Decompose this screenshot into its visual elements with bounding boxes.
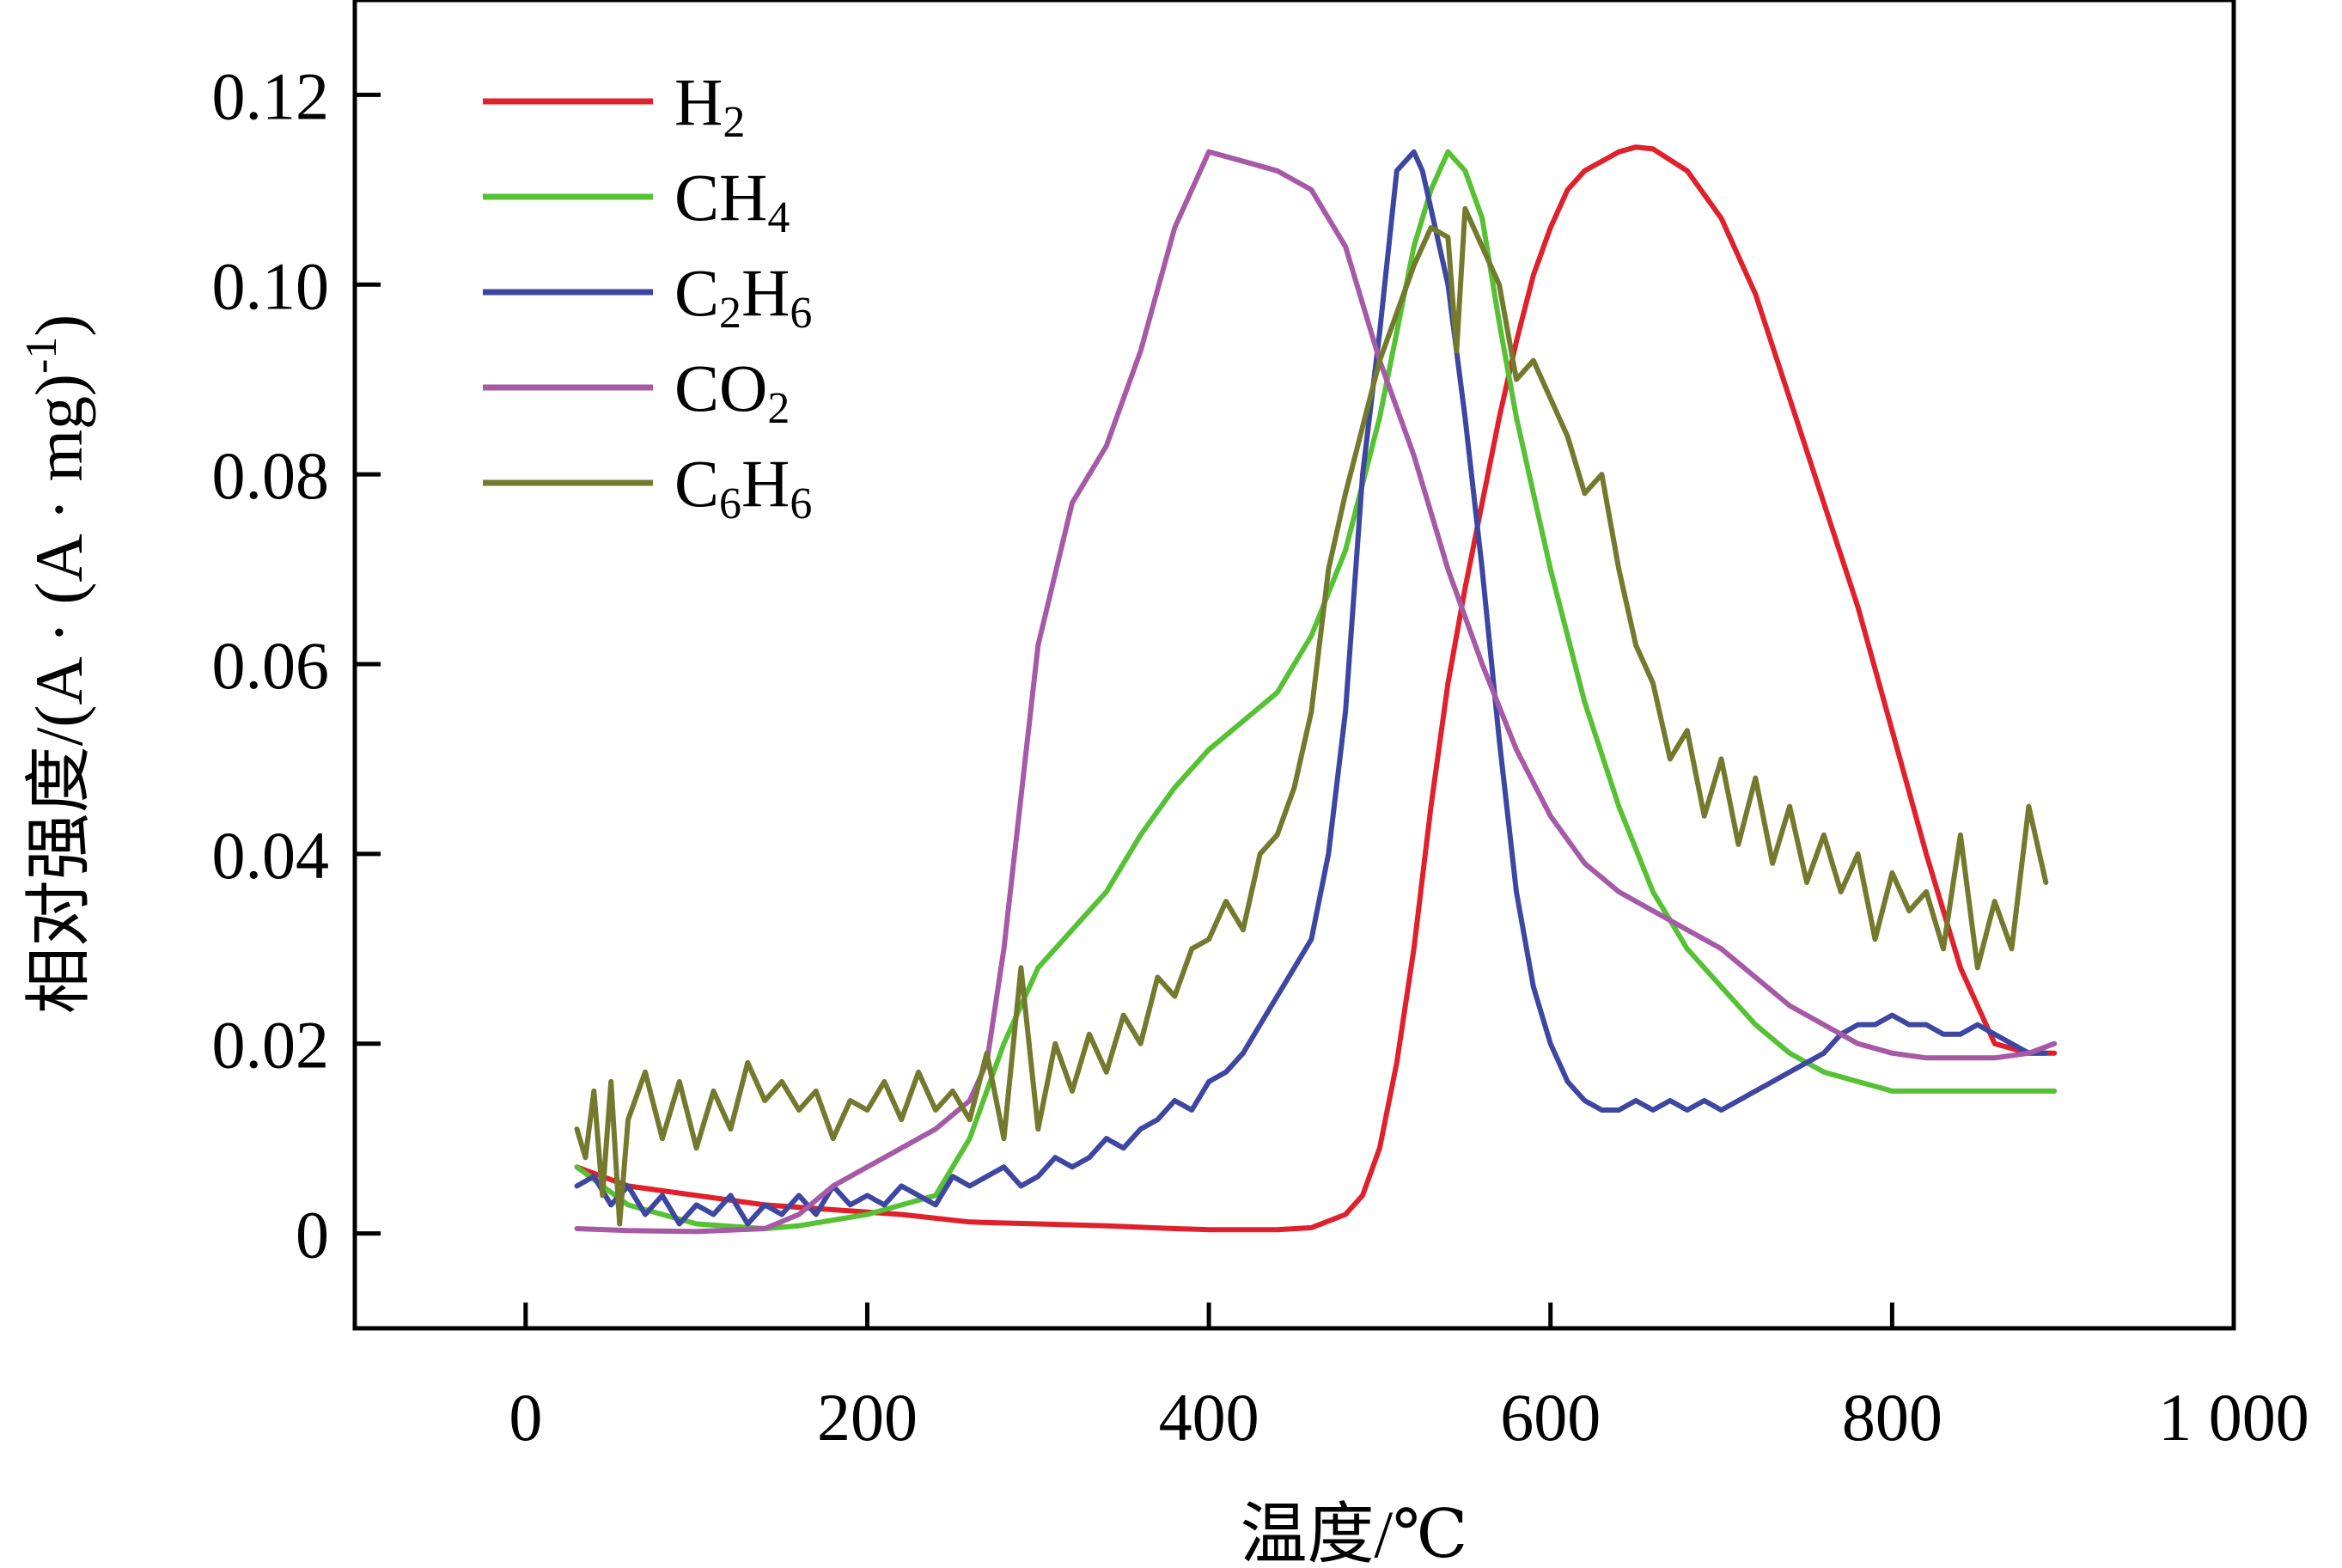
axis-labels: 0 200 400 600 800 1 000 0 0.02 0.04 0.06 0.08 0.10 0… — [17, 58, 2309, 1568]
y-axis-title-main: 相对强度/(A · (A · mg) — [21, 374, 96, 1014]
x-tick-label: 600 — [1500, 1380, 1601, 1455]
series-line-ch4 — [574, 149, 2058, 1231]
legend-label-c6h6: C6H6 — [674, 446, 812, 528]
y-tick-label: 0.10 — [212, 248, 330, 323]
y-axis-title-close: ) — [21, 314, 96, 337]
x-axis-title: 温度/℃ — [1240, 1497, 1467, 1568]
legend-label-ch4: CH4 — [674, 160, 790, 242]
y-tick-label: 0.08 — [212, 438, 330, 513]
x-tick-label: 1 000 — [2158, 1380, 2309, 1455]
axis-ticks — [355, 92, 2236, 1328]
y-tick-label: 0.04 — [212, 818, 330, 893]
y-tick-label: 0.02 — [212, 1008, 330, 1083]
series-line-h2 — [574, 144, 2058, 1233]
legend-label-co2: CO2 — [674, 351, 790, 433]
series-layer — [574, 144, 2058, 1235]
y-axis-title: 相对强度/(A · (A · mg)-1) — [17, 314, 96, 1015]
x-tick-label: 800 — [1842, 1380, 1943, 1455]
y-tick-label: 0.06 — [212, 628, 330, 703]
y-tick-label: 0 — [296, 1198, 329, 1272]
y-axis-title-sup: -1 — [17, 337, 66, 374]
legend-label-c2h6: C2H6 — [674, 255, 812, 338]
legend-label-h2: H2 — [674, 64, 745, 147]
series-line-c6h6 — [574, 205, 2049, 1227]
series-line-c2h6 — [574, 149, 2049, 1227]
x-tick-label: 200 — [817, 1380, 918, 1455]
legend: H2 CH4 C2H6 CO2 C6H6 — [483, 64, 812, 528]
y-tick-label: 0.12 — [212, 58, 330, 133]
series-line-co2 — [574, 149, 2058, 1235]
x-tick-label: 0 — [509, 1380, 542, 1455]
x-tick-label: 400 — [1159, 1380, 1259, 1455]
